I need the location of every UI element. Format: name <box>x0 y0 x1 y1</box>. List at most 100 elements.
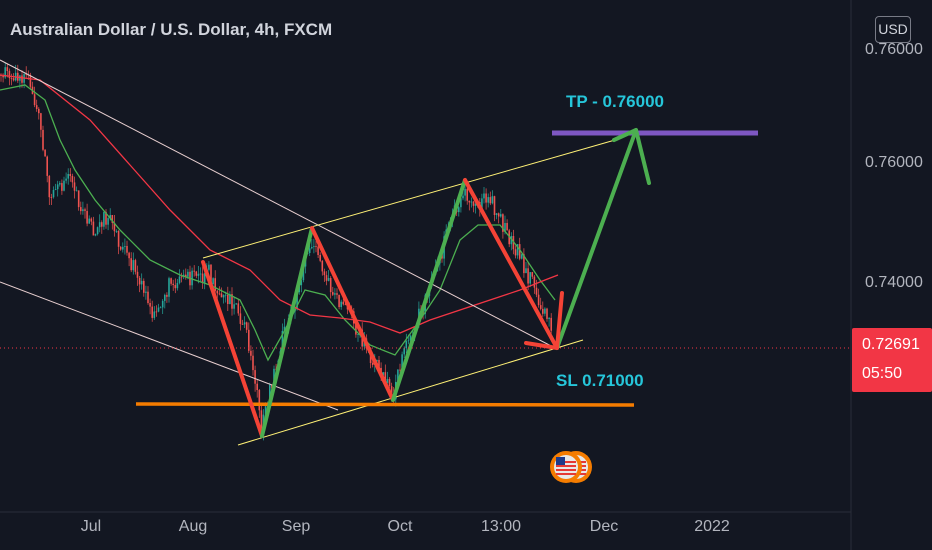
candle-body <box>235 303 237 305</box>
candle <box>464 184 466 202</box>
time-tick-label: Oct <box>388 518 413 535</box>
candle-body <box>376 360 378 362</box>
candle <box>145 285 147 300</box>
candle <box>40 112 42 138</box>
currency-button[interactable]: USD <box>875 16 911 43</box>
candle-body <box>151 306 153 318</box>
candle-body <box>71 176 74 183</box>
candle-body <box>122 246 124 250</box>
candle-body <box>382 372 384 376</box>
candle-body <box>136 271 139 278</box>
candle-body <box>334 293 336 295</box>
candle-body <box>342 301 345 305</box>
candle-body <box>401 354 403 370</box>
candle-body <box>481 198 483 210</box>
candle-body <box>44 149 46 157</box>
candle-body <box>84 209 86 211</box>
candle <box>128 251 130 267</box>
candle <box>86 203 88 227</box>
candle-body <box>283 326 286 331</box>
candle-body <box>281 330 284 352</box>
candle-body <box>327 278 330 281</box>
candle-body <box>386 379 389 383</box>
candle-body <box>113 222 116 232</box>
candle-body <box>220 293 223 298</box>
candle <box>550 313 552 335</box>
candle <box>542 301 544 317</box>
candle <box>82 201 84 215</box>
candle-body <box>483 193 485 199</box>
candle <box>311 239 313 250</box>
candle <box>166 292 168 303</box>
candle-body <box>73 182 76 191</box>
candle <box>157 303 160 313</box>
candle <box>243 316 246 328</box>
candle-body <box>174 285 177 289</box>
candle <box>544 307 546 317</box>
candle-body <box>260 410 263 434</box>
candle-body <box>548 317 550 319</box>
candle <box>147 286 149 305</box>
candle <box>143 278 145 297</box>
candle <box>388 377 391 389</box>
candle-body <box>164 294 166 301</box>
ma-slow-line <box>0 74 559 334</box>
candle <box>197 266 200 284</box>
candle <box>136 265 139 286</box>
zigzag-leg-up-3 <box>555 128 638 350</box>
current-price-tag: 0.72691 05:50 <box>852 328 932 392</box>
candle-body <box>4 67 6 78</box>
candle-body <box>458 207 460 213</box>
candle <box>338 294 340 310</box>
candle-body <box>109 215 111 219</box>
candle <box>35 99 38 112</box>
candle <box>140 273 143 290</box>
candle-body <box>161 300 164 308</box>
candle <box>88 215 90 224</box>
candle <box>218 286 221 296</box>
candle-body <box>248 329 250 351</box>
candle-body <box>468 200 471 203</box>
candle-body <box>317 246 319 255</box>
event-icons[interactable] <box>550 451 592 483</box>
candle <box>222 294 225 304</box>
candle-body <box>250 350 252 356</box>
candle-body <box>117 231 120 247</box>
candle-body <box>329 278 332 293</box>
candle-body <box>75 190 78 192</box>
candle-body <box>252 355 254 371</box>
price-tick-label: 0.76000 <box>865 154 923 171</box>
candle-body <box>48 175 51 198</box>
candle-body <box>126 246 128 253</box>
candle <box>17 64 19 83</box>
candle <box>201 266 204 289</box>
candle-body <box>491 196 494 204</box>
candle <box>119 246 122 251</box>
candle <box>75 186 78 192</box>
candle <box>54 183 57 191</box>
candle-body <box>485 193 487 203</box>
candle-body <box>300 280 303 286</box>
candle-body <box>254 370 256 384</box>
candle-body <box>96 227 99 235</box>
candle-body <box>132 260 135 271</box>
candle-body <box>168 278 170 297</box>
candle-body <box>311 247 313 249</box>
candle <box>84 207 86 219</box>
candle-body <box>384 372 387 383</box>
candle <box>124 238 126 255</box>
candle-body <box>176 282 179 289</box>
candle-body <box>523 254 525 274</box>
economic-event-icon[interactable] <box>550 451 582 483</box>
candle-body <box>332 292 334 295</box>
candle-body <box>140 280 143 285</box>
candle <box>332 286 334 296</box>
candle-body <box>338 294 340 307</box>
candle-body <box>119 246 122 250</box>
candle-body <box>371 363 374 365</box>
candle-body <box>323 271 326 276</box>
candle-body <box>460 198 462 208</box>
candle-body <box>256 383 258 390</box>
